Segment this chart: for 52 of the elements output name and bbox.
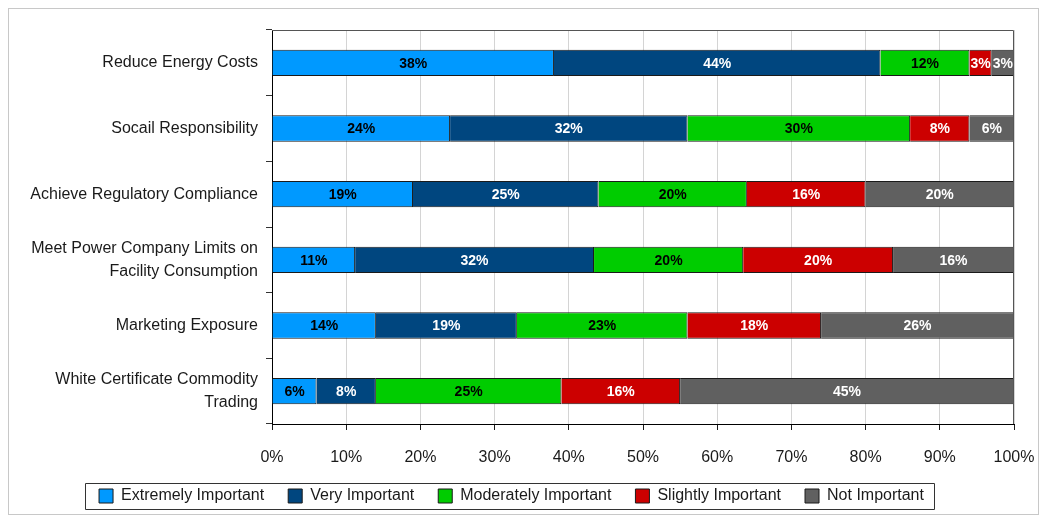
data-label: 16% <box>792 186 821 203</box>
legend-label: Slightly Important <box>657 486 782 504</box>
legend-label: Very Important <box>310 486 415 504</box>
data-label: 25% <box>454 383 484 400</box>
data-label: 20% <box>658 186 688 203</box>
y-tick-label: Socail Responsibility <box>111 118 258 136</box>
legend-label: Not Important <box>827 486 925 504</box>
data-label: 14% <box>310 317 339 334</box>
data-label: 16% <box>606 383 636 400</box>
y-tick-label: Meet Power Company Limits on Facility Consumption <box>31 238 258 279</box>
y-tick-label: Marketing Exposure <box>115 315 259 333</box>
x-tick-label: 40% <box>552 448 585 466</box>
legend-label: Moderately Important <box>460 486 612 504</box>
x-tick-label: 80% <box>849 448 882 466</box>
data-label: 38% <box>399 54 428 71</box>
x-tick-label: 0% <box>260 448 284 466</box>
data-label: 25% <box>491 186 521 203</box>
x-tick-label: 50% <box>626 448 660 466</box>
data-label: 12% <box>910 54 940 71</box>
data-label: 11% <box>300 251 328 268</box>
data-label: 20% <box>654 251 684 268</box>
data-label: 6% <box>981 120 1003 137</box>
y-tick-label: White Certificate Commodity Trading <box>55 369 258 411</box>
y-tick-label: Reduce Energy Costs <box>102 53 258 71</box>
data-label: 16% <box>939 251 969 268</box>
data-label: 23% <box>588 317 617 334</box>
data-label: 30% <box>784 120 814 137</box>
x-tick-label: 10% <box>330 448 363 466</box>
data-label: 32% <box>554 120 584 137</box>
data-label: 20% <box>804 251 833 268</box>
data-label: 45% <box>833 383 862 400</box>
x-tick-label: 60% <box>701 448 734 466</box>
x-tick-label: 70% <box>775 448 808 466</box>
data-label: 32% <box>460 251 490 268</box>
data-label: 8% <box>929 120 951 137</box>
data-label: 44% <box>703 54 732 71</box>
legend-label: Extremely Important <box>121 486 265 504</box>
data-label: 3% <box>970 54 992 71</box>
data-label: 26% <box>903 317 933 334</box>
x-tick-label: 100% <box>993 448 1035 466</box>
data-label: 24% <box>347 120 376 137</box>
y-tick-label: Achieve Regulatory Compliance <box>30 184 259 202</box>
x-tick-label: 30% <box>478 448 511 466</box>
x-tick-label: 20% <box>404 448 437 466</box>
data-label: 18% <box>740 317 769 334</box>
data-label: 6% <box>284 383 306 400</box>
data-label: 19% <box>432 317 461 334</box>
data-label: 20% <box>925 186 955 203</box>
data-label: 3% <box>992 54 1014 71</box>
data-label: 8% <box>336 383 357 400</box>
x-tick-label: 90% <box>923 448 956 466</box>
data-label: 19% <box>328 186 358 203</box>
